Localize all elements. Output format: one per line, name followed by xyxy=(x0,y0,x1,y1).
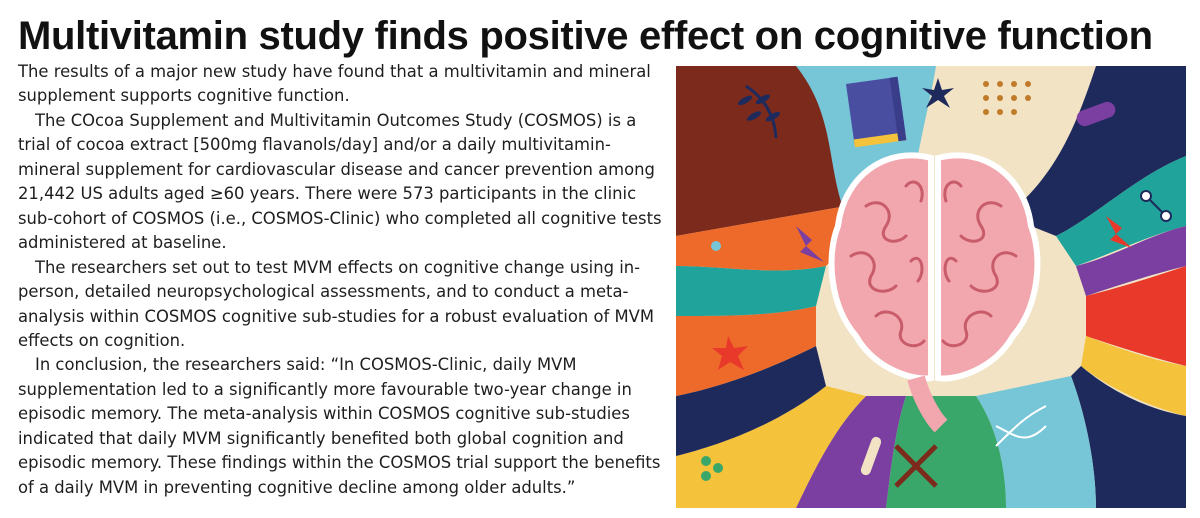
bg-navy-band xyxy=(1006,66,1186,236)
paragraph-study-description: The COcoa Supplement and Multivitamin Ou… xyxy=(18,110,662,253)
capsule-icon xyxy=(1076,101,1116,127)
paragraph-intro: The results of a major new study have fo… xyxy=(18,62,651,106)
bg-green-band-lower xyxy=(886,396,1006,508)
bg-yellow-band-right xyxy=(1081,336,1186,416)
bubble-icon xyxy=(711,241,721,251)
bg-yellow-band-lower xyxy=(676,386,866,508)
article-body: The results of a major new study have fo… xyxy=(18,60,668,500)
bg-navy-band-lower xyxy=(1071,366,1186,508)
brain-illustration xyxy=(676,66,1186,508)
dots-pattern xyxy=(983,81,1031,115)
book-icon xyxy=(846,76,907,148)
dna-icon xyxy=(995,405,1047,447)
headline: Multivitamin study finds positive effect… xyxy=(18,14,1153,58)
paragraph-methods: The researchers set out to test MVM effe… xyxy=(18,257,654,350)
star-icon xyxy=(922,78,954,108)
lightning-icon xyxy=(796,226,824,262)
molecule-icon xyxy=(1140,190,1172,222)
lightning-icon-right xyxy=(1106,216,1132,248)
starburst-icon xyxy=(712,336,748,370)
bg-purple-band-lower xyxy=(796,396,906,508)
paragraph-conclusion: In conclusion, the researchers said: “In… xyxy=(18,355,661,497)
bg-teal-band-right xyxy=(1056,156,1186,266)
bg-sky-band-lower xyxy=(976,376,1096,508)
bg-teal-band-left xyxy=(676,266,826,316)
bg-purple-band-right xyxy=(1076,226,1186,296)
hex-pattern xyxy=(701,456,723,481)
brain xyxy=(828,152,1041,433)
leaf-icon xyxy=(737,84,781,139)
cross-icon xyxy=(894,444,938,488)
pill-icon xyxy=(860,436,882,476)
bg-red-band-right xyxy=(1086,266,1186,366)
bg-navy-band-left xyxy=(676,346,826,456)
bg-maroon-band xyxy=(676,66,846,236)
bg-orange-band-left xyxy=(676,306,816,396)
